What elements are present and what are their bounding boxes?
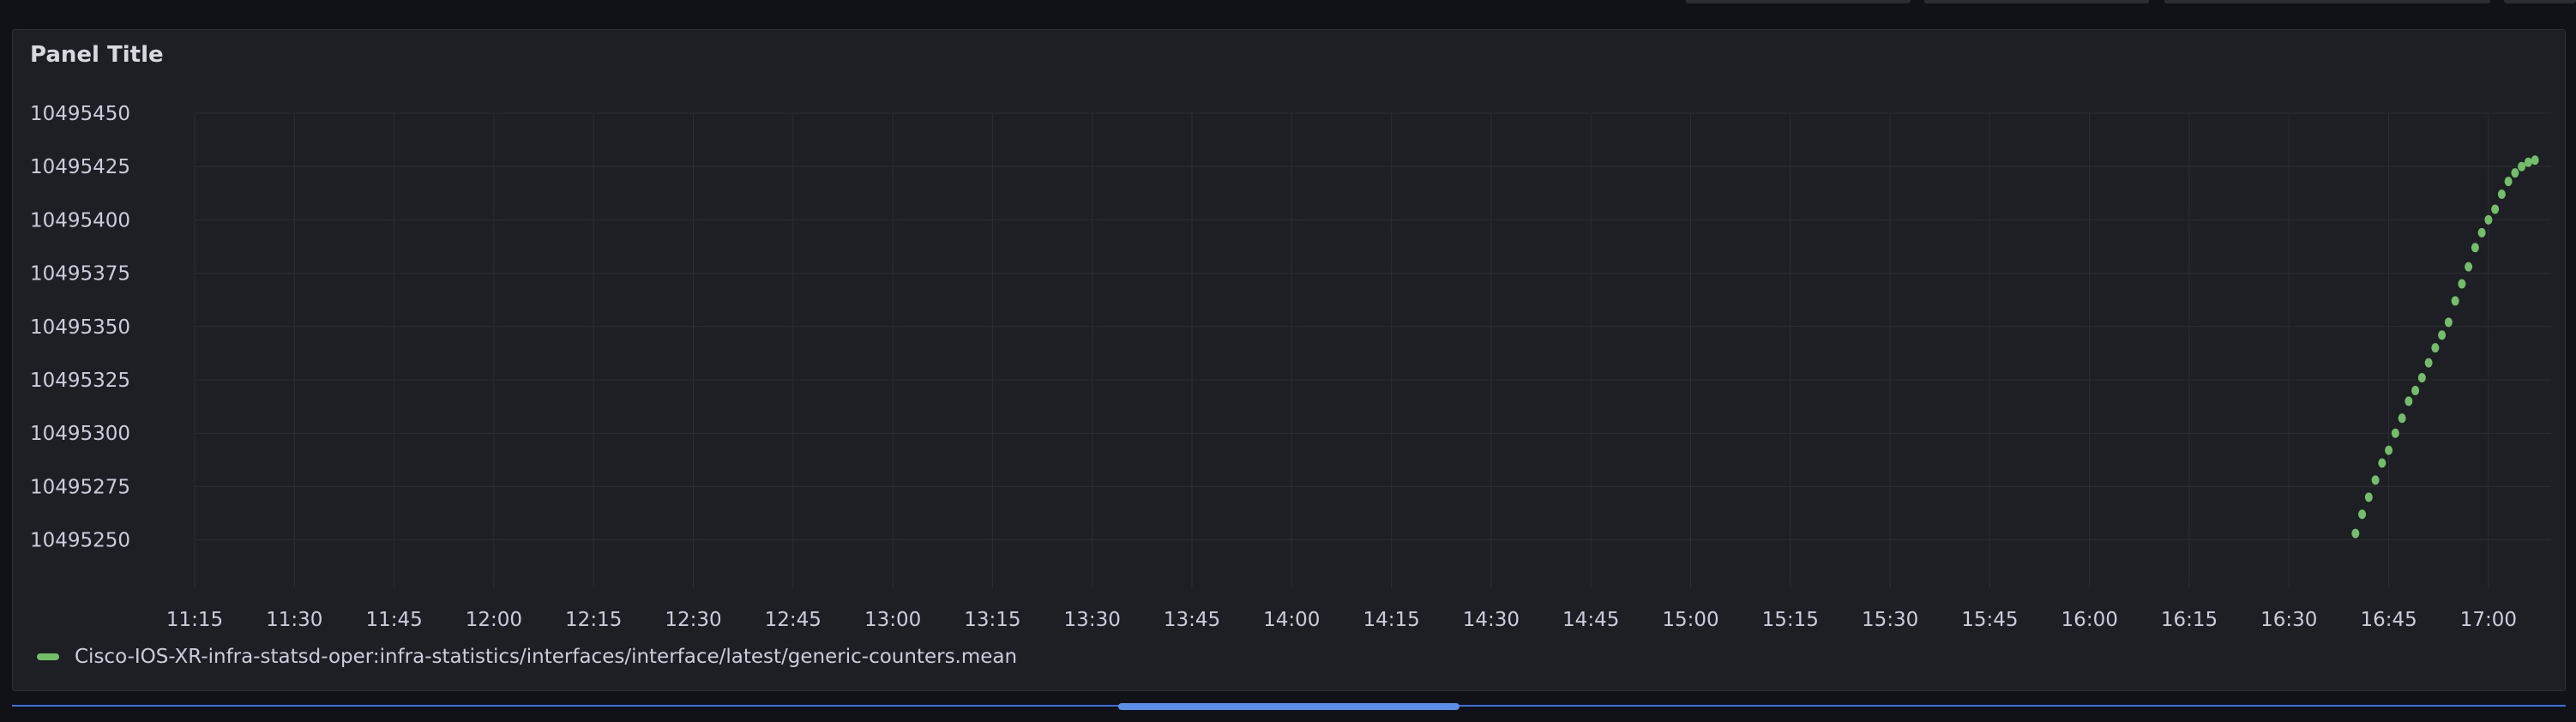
x-tick-label: 11:30 xyxy=(266,609,322,631)
data-point[interactable] xyxy=(2477,227,2486,238)
y-tick-label: 10495425 xyxy=(30,156,130,178)
series-points xyxy=(2351,155,2539,538)
y-axis-labels: 10495450 10495425 10495400 10495375 10495350… xyxy=(30,103,130,552)
x-tick-label: 12:45 xyxy=(765,609,822,631)
toolbar-button[interactable] xyxy=(1924,0,2149,3)
data-point[interactable] xyxy=(2404,396,2413,406)
legend-swatch xyxy=(37,653,59,660)
x-tick-label: 13:00 xyxy=(864,609,921,631)
x-tick-label: 12:30 xyxy=(665,609,721,631)
data-point[interactable] xyxy=(2465,262,2473,272)
x-tick-label: 17:00 xyxy=(2460,609,2517,631)
chart-plot: 10495450 10495425 10495400 10495375 10495350… xyxy=(30,103,2551,631)
data-point[interactable] xyxy=(2484,214,2493,225)
x-tick-label: 14:45 xyxy=(1562,609,1619,631)
data-point[interactable] xyxy=(2471,243,2479,253)
data-point[interactable] xyxy=(2497,190,2506,200)
y-tick-label: 10495400 xyxy=(30,209,130,232)
horizontal-scrollbar-thumb[interactable] xyxy=(1118,703,1460,710)
data-point[interactable] xyxy=(2391,428,2399,438)
x-tick-label: 15:00 xyxy=(1662,609,1718,631)
x-tick-label: 16:30 xyxy=(2260,609,2317,631)
data-point[interactable] xyxy=(2424,358,2433,368)
x-tick-label: 15:15 xyxy=(1762,609,1819,631)
y-gridlines xyxy=(195,112,2551,541)
data-point[interactable] xyxy=(2504,177,2513,187)
legend-series-label[interactable]: Cisco-IOS-XR-infra-statsd-oper:infra-sta… xyxy=(75,646,1018,668)
dashboard-top-strip xyxy=(0,0,2576,29)
data-point[interactable] xyxy=(2385,445,2393,455)
x-axis-labels: 11:15 11:30 11:45 12:00 12:15 12:30 12:45 13:00… xyxy=(166,609,2517,631)
x-tick-label: 16:45 xyxy=(2360,609,2417,631)
data-point[interactable] xyxy=(2531,155,2539,165)
y-tick-label: 10495300 xyxy=(30,423,130,445)
data-point[interactable] xyxy=(2351,528,2360,538)
x-tick-label: 15:45 xyxy=(1961,609,2018,631)
data-point[interactable] xyxy=(2491,204,2500,214)
y-tick-label: 10495350 xyxy=(30,316,130,339)
x-tick-label: 16:00 xyxy=(2061,609,2118,631)
toolbar-button[interactable] xyxy=(2504,0,2576,3)
legend[interactable]: Cisco-IOS-XR-infra-statsd-oper:infra-sta… xyxy=(37,646,1017,668)
toolbar-button[interactable] xyxy=(1686,0,1911,3)
data-point[interactable] xyxy=(2438,330,2447,340)
x-tick-label: 16:15 xyxy=(2161,609,2218,631)
y-tick-label: 10495325 xyxy=(30,370,130,392)
x-tick-label: 13:30 xyxy=(1064,609,1121,631)
data-point[interactable] xyxy=(2451,296,2459,306)
x-gridlines xyxy=(194,113,2489,587)
data-point[interactable] xyxy=(2444,317,2453,328)
data-point[interactable] xyxy=(2371,475,2380,485)
y-tick-label: 10495275 xyxy=(30,476,130,498)
data-point[interactable] xyxy=(2524,157,2532,167)
y-tick-label: 10495450 xyxy=(30,103,130,125)
data-point[interactable] xyxy=(2417,373,2426,383)
data-point[interactable] xyxy=(2411,385,2420,395)
x-tick-label: 14:15 xyxy=(1363,609,1419,631)
data-point[interactable] xyxy=(2378,458,2386,468)
x-tick-label: 12:15 xyxy=(565,609,622,631)
data-point[interactable] xyxy=(2364,492,2373,502)
x-tick-label: 14:00 xyxy=(1263,609,1320,631)
y-tick-label: 10495375 xyxy=(30,263,130,286)
toolbar-button[interactable] xyxy=(2164,0,2490,3)
data-point[interactable] xyxy=(2518,161,2526,171)
data-point[interactable] xyxy=(2511,168,2519,178)
x-tick-label: 14:30 xyxy=(1463,609,1520,631)
y-tick-label: 10495250 xyxy=(30,530,130,552)
x-tick-label: 15:30 xyxy=(1862,609,1918,631)
x-tick-label: 12:00 xyxy=(466,609,522,631)
data-point[interactable] xyxy=(2358,509,2367,520)
x-tick-label: 11:45 xyxy=(365,609,422,631)
panel-title[interactable]: Panel Title xyxy=(30,42,164,68)
data-point[interactable] xyxy=(2398,413,2406,424)
data-point[interactable] xyxy=(2458,279,2466,289)
x-tick-label: 11:15 xyxy=(166,609,223,631)
chart-panel: Panel Title 10495450 10495425 10495400 1049… xyxy=(12,29,2566,691)
x-tick-label: 13:15 xyxy=(964,609,1020,631)
x-tick-label: 13:45 xyxy=(1164,609,1220,631)
data-point[interactable] xyxy=(2431,343,2440,353)
